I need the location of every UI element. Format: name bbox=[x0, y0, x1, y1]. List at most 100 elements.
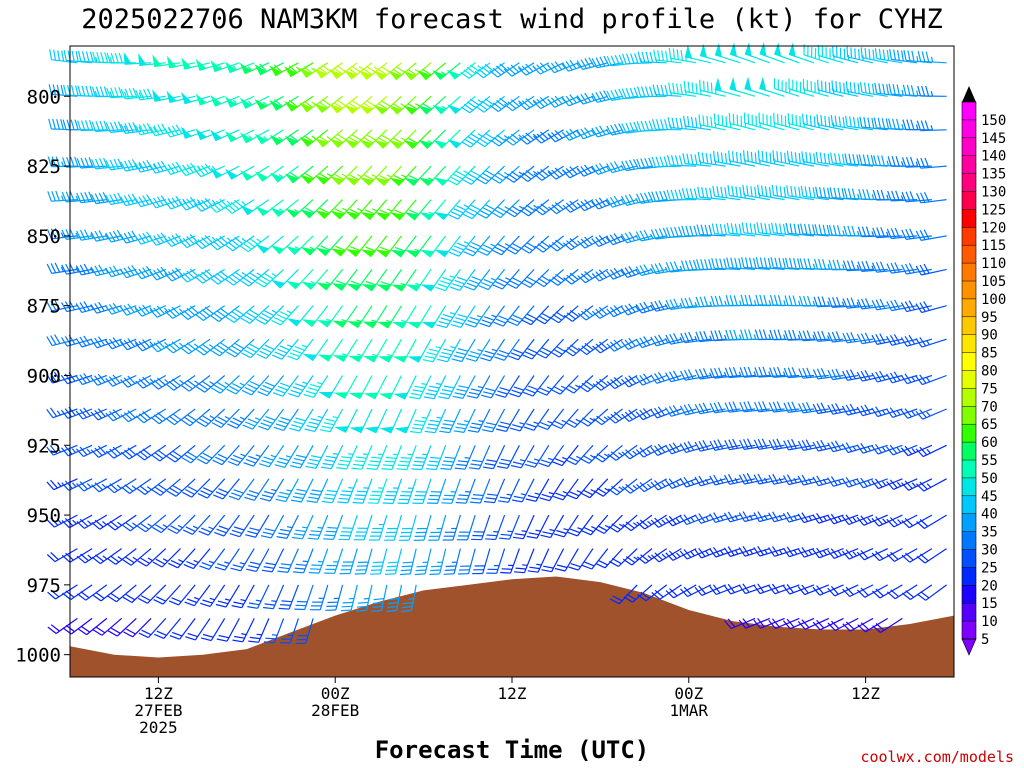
wind-barb bbox=[553, 478, 579, 501]
wind-barb bbox=[401, 584, 417, 613]
wind-barb bbox=[606, 374, 638, 390]
wind-barb bbox=[214, 548, 240, 571]
wind-barb bbox=[785, 222, 815, 237]
wind-barb bbox=[300, 199, 329, 219]
wind-barb bbox=[886, 262, 918, 274]
y-tick-label: 800 bbox=[27, 86, 61, 108]
wind-barb bbox=[331, 269, 358, 291]
wind-barb bbox=[212, 444, 240, 466]
wind-barb bbox=[729, 76, 756, 97]
wind-barb bbox=[321, 478, 344, 504]
wind-barb bbox=[591, 90, 623, 103]
wind-barb bbox=[231, 584, 255, 609]
wind-barb bbox=[410, 408, 432, 434]
wind-barb bbox=[871, 298, 903, 311]
wind-barb bbox=[827, 331, 859, 343]
colorbar-label: 45 bbox=[981, 489, 998, 505]
wind-barb bbox=[60, 406, 93, 419]
x-tick-label: 00Z bbox=[321, 684, 350, 703]
colorbar-label: 100 bbox=[981, 292, 1006, 308]
wind-barb bbox=[812, 368, 844, 380]
wind-barb bbox=[770, 257, 800, 270]
wind-barb bbox=[841, 548, 874, 560]
wind-barb bbox=[518, 95, 550, 111]
wind-barb bbox=[916, 120, 947, 132]
wind-barb bbox=[166, 478, 196, 497]
wind-barb bbox=[680, 584, 712, 598]
wind-barb bbox=[413, 514, 432, 541]
y-axis: 800 825 850 875 900 925 950 975 1000 bbox=[15, 86, 70, 667]
wind-barb bbox=[481, 408, 506, 433]
wind-barb bbox=[577, 268, 609, 284]
y-tick-label: 875 bbox=[27, 296, 61, 318]
wind-barb bbox=[373, 62, 402, 81]
wind-barb bbox=[665, 548, 697, 561]
colorbar-swatch bbox=[962, 424, 976, 443]
wind-barb bbox=[168, 548, 196, 569]
wind-barb bbox=[463, 235, 491, 257]
wind-barb bbox=[90, 408, 122, 421]
wind-barb bbox=[636, 514, 668, 530]
wind-barb bbox=[179, 234, 211, 249]
wind-barb bbox=[245, 514, 270, 538]
wind-barb bbox=[534, 235, 564, 253]
wind-barb bbox=[857, 226, 888, 238]
wind-barb bbox=[915, 229, 947, 241]
wind-barb bbox=[802, 79, 829, 97]
wind-barb bbox=[577, 235, 609, 249]
wind-barb bbox=[135, 374, 167, 389]
wind-barb bbox=[915, 408, 947, 420]
wind-barb bbox=[247, 584, 270, 609]
wind-barb bbox=[755, 257, 785, 270]
wind-barb bbox=[339, 548, 358, 575]
wind-barb bbox=[271, 338, 299, 360]
wind-barb bbox=[887, 156, 918, 167]
wind-barb bbox=[138, 617, 167, 639]
wind-barb bbox=[285, 199, 314, 218]
wind-barb bbox=[107, 584, 137, 603]
wind-barb bbox=[900, 444, 933, 457]
colorbar-label: 135 bbox=[981, 167, 1006, 183]
wind-barb bbox=[274, 444, 299, 468]
wind-barb bbox=[76, 514, 108, 529]
wind-barb bbox=[299, 129, 329, 147]
wind-barb bbox=[537, 408, 565, 431]
y-tick-label: 1000 bbox=[15, 645, 61, 667]
wind-barb bbox=[593, 408, 623, 426]
wind-barb bbox=[92, 617, 122, 636]
wind-barb bbox=[595, 548, 623, 569]
wind-barb bbox=[466, 375, 491, 399]
wind-barbs bbox=[46, 42, 947, 644]
wind-barb bbox=[432, 95, 461, 115]
wind-barb bbox=[709, 367, 741, 379]
wind-barb bbox=[75, 335, 107, 348]
wind-barb bbox=[213, 514, 240, 537]
wind-barb bbox=[120, 87, 152, 100]
wind-barb bbox=[398, 514, 417, 541]
wind-barb bbox=[394, 408, 417, 434]
wind-barb bbox=[278, 584, 299, 610]
wind-barb bbox=[830, 152, 859, 167]
wind-barb bbox=[435, 269, 461, 292]
x-tick-label: 12Z bbox=[498, 684, 527, 703]
wind-barb bbox=[872, 617, 903, 634]
wind-barb bbox=[405, 235, 432, 258]
wind-barb bbox=[152, 548, 181, 568]
wind-barb bbox=[224, 268, 255, 286]
wind-barb bbox=[200, 584, 226, 607]
wind-barb bbox=[406, 305, 432, 329]
wind-barb bbox=[468, 445, 491, 470]
wind-barb bbox=[417, 62, 447, 81]
wind-barb bbox=[421, 305, 447, 329]
wind-barb bbox=[536, 375, 565, 396]
wind-barb bbox=[621, 478, 653, 494]
wind-barb bbox=[377, 305, 403, 329]
wind-barb bbox=[815, 186, 844, 201]
wind-barb bbox=[46, 548, 78, 563]
wind-barb bbox=[301, 305, 329, 327]
wind-barb bbox=[383, 514, 403, 541]
wind-barb bbox=[315, 235, 344, 257]
wind-barb bbox=[181, 444, 211, 464]
wind-barb bbox=[273, 408, 299, 431]
wind-barb bbox=[439, 408, 461, 434]
